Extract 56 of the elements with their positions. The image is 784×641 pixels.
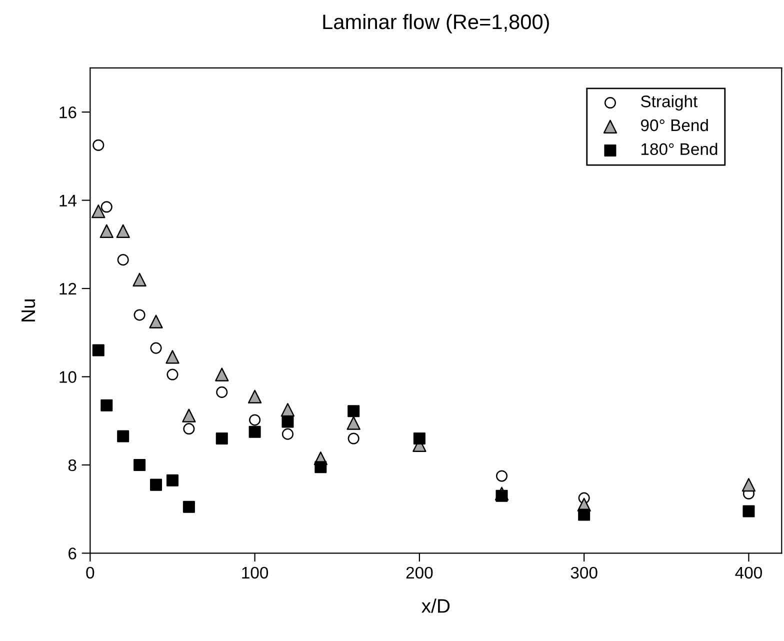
point bbox=[215, 368, 229, 382]
legend-label: 180° Bend bbox=[641, 142, 718, 156]
point bbox=[149, 314, 163, 328]
point bbox=[348, 432, 360, 444]
x-tick-label: 100 bbox=[242, 566, 268, 579]
point bbox=[249, 414, 261, 426]
point bbox=[413, 432, 426, 444]
point bbox=[496, 470, 508, 482]
point bbox=[100, 224, 114, 238]
point bbox=[134, 458, 146, 471]
point bbox=[182, 500, 195, 513]
point bbox=[100, 201, 112, 213]
point bbox=[117, 254, 129, 266]
point bbox=[248, 390, 262, 404]
legend-label: Straight bbox=[640, 95, 698, 111]
point bbox=[346, 416, 360, 430]
point bbox=[92, 139, 104, 151]
point bbox=[282, 428, 294, 440]
point bbox=[216, 432, 228, 444]
x-axis-title: x/D bbox=[422, 598, 450, 613]
point bbox=[150, 478, 162, 491]
y-axis-title: Nu bbox=[22, 299, 36, 322]
y-tick-label: 12 bbox=[60, 282, 76, 295]
point bbox=[742, 505, 755, 518]
point bbox=[92, 344, 104, 356]
point bbox=[348, 405, 360, 418]
point bbox=[216, 386, 228, 398]
point bbox=[248, 426, 261, 438]
point bbox=[150, 342, 162, 354]
x-tick-label: 0 bbox=[86, 566, 94, 579]
point bbox=[134, 309, 146, 321]
point bbox=[314, 461, 327, 474]
chart-title: Laminar flow (Re=1,800) bbox=[323, 14, 549, 34]
point bbox=[100, 399, 113, 412]
y-tick-label: 6 bbox=[68, 548, 76, 560]
x-tick-label: 300 bbox=[570, 566, 598, 579]
y-tick-label: 16 bbox=[60, 106, 76, 118]
y-tick-label: 8 bbox=[68, 459, 76, 472]
point bbox=[166, 350, 180, 364]
point bbox=[166, 368, 178, 380]
point bbox=[132, 272, 146, 287]
legend-label: 90° Bend bbox=[641, 118, 708, 132]
point bbox=[182, 408, 196, 422]
x-tick-label: 400 bbox=[735, 566, 762, 579]
x-tick-label: 200 bbox=[406, 566, 433, 579]
point bbox=[166, 474, 178, 486]
y-tick-label: 14 bbox=[60, 194, 76, 206]
y-tick-label: 10 bbox=[60, 371, 76, 383]
point bbox=[116, 224, 130, 238]
point bbox=[183, 423, 195, 435]
point bbox=[282, 416, 294, 428]
point bbox=[496, 490, 508, 502]
point bbox=[742, 478, 756, 492]
point bbox=[578, 508, 590, 521]
point bbox=[117, 430, 130, 442]
point bbox=[92, 204, 106, 218]
